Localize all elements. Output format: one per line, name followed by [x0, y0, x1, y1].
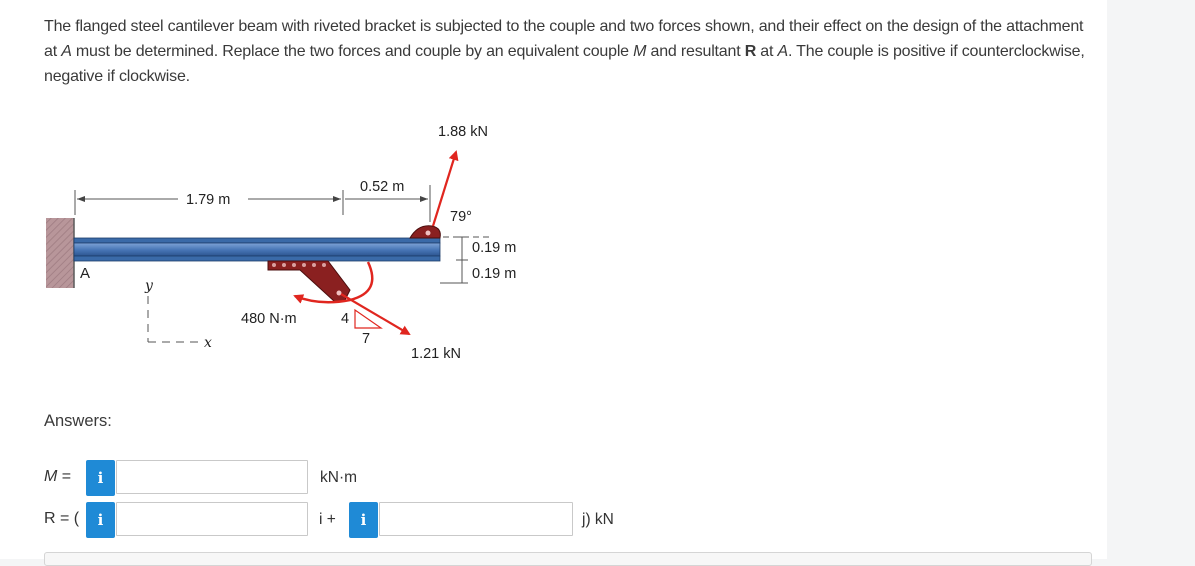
- m-unit: kN·m: [320, 469, 358, 486]
- problem-var-m: M: [633, 43, 647, 60]
- problem-var-a2: A: [777, 43, 788, 60]
- r-label: R = (: [44, 510, 80, 527]
- slope-triangle: [354, 308, 383, 329]
- beam-flange-bottom: [73, 255, 441, 262]
- problem-text-3: and resultant: [646, 43, 745, 60]
- problem-text-5: . The couple is positive if counterclock…: [44, 43, 1085, 85]
- bottom-panel-edge: [44, 552, 1092, 566]
- end-bracket-pin: [425, 230, 431, 236]
- r-j-input[interactable]: [379, 502, 573, 536]
- problem-text-4: at: [756, 43, 778, 60]
- dim-span-label: 1.79 m: [186, 192, 230, 208]
- x-axis-label: x: [204, 335, 212, 351]
- problem-var-r: R: [744, 43, 757, 60]
- r-i-input[interactable]: [116, 502, 308, 536]
- riveted-bracket: [267, 260, 351, 303]
- end-bracket: [409, 225, 441, 239]
- m-label: M =: [44, 468, 71, 486]
- r-i-info-button[interactable]: i: [86, 502, 115, 538]
- rivets: [272, 263, 326, 267]
- m-input[interactable]: [116, 460, 308, 494]
- problem-text-2: must be determined. Replace the two forc…: [71, 43, 634, 60]
- bracket-pin: [336, 290, 342, 296]
- r-j-info-button[interactable]: i: [349, 502, 378, 538]
- dim-short-label: 0.52 m: [360, 179, 404, 195]
- m-label-eq: =: [57, 468, 72, 485]
- couple-label: 480 N·m: [241, 311, 297, 327]
- problem-text-1: The flanged steel cantilever beam with r…: [44, 18, 1084, 60]
- slope-rise-label: 4: [341, 311, 349, 327]
- offset-bottom-label: 0.19 m: [472, 266, 516, 282]
- m-label-var: M: [44, 468, 58, 485]
- angle-label: 79°: [450, 209, 472, 225]
- support-label: A: [80, 265, 90, 282]
- offset-top-label: 0.19 m: [472, 240, 516, 256]
- answers-heading: Answers:: [44, 412, 112, 430]
- wall-support: [46, 218, 74, 288]
- beam-diagram: 1.79 m 0.52 m 1.88 kN 79° 0.19 m 0.19 m …: [46, 124, 516, 362]
- force-top-label: 1.88 kN: [438, 124, 488, 140]
- r-unit: j) kN: [582, 511, 614, 528]
- y-axis-label: y: [144, 278, 154, 294]
- beam-web: [73, 242, 441, 257]
- problem-var-a: A: [61, 43, 72, 60]
- force-bottom-arrow: [340, 293, 411, 336]
- r-i-separator: i +: [319, 511, 336, 528]
- force-top-arrow: [431, 150, 459, 227]
- slope-run-label: 7: [362, 331, 370, 347]
- problem-statement: The flanged steel cantilever beam with r…: [44, 14, 1094, 89]
- force-bottom-label: 1.21 kN: [411, 346, 461, 362]
- m-info-button[interactable]: i: [86, 460, 115, 496]
- beam-flange-top: [73, 237, 441, 244]
